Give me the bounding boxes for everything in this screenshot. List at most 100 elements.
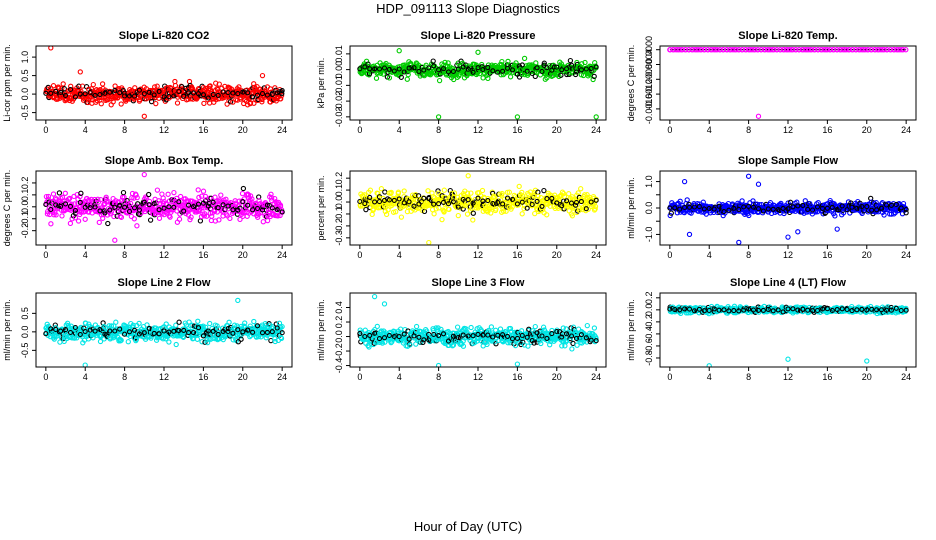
data-point	[136, 331, 142, 337]
x-tick-label: 16	[512, 125, 522, 135]
data-point	[468, 190, 474, 196]
data-point	[77, 91, 83, 97]
data-point	[376, 199, 383, 205]
data-point	[575, 190, 581, 196]
data-point	[82, 328, 88, 335]
data-point	[843, 47, 849, 53]
data-point	[105, 220, 111, 227]
data-point	[269, 323, 275, 330]
data-point	[237, 216, 243, 223]
data-point	[56, 190, 63, 196]
data-point	[112, 328, 118, 334]
x-tick-label: 8	[436, 250, 441, 260]
data-point	[111, 213, 117, 220]
data-point	[790, 204, 796, 210]
panel-ylabel: ml/min per min.	[626, 177, 636, 239]
data-point	[136, 207, 142, 213]
data-point	[398, 214, 405, 220]
data-point	[761, 47, 768, 53]
y-tick-label: -0.03	[334, 107, 344, 128]
panel-ylabel: degrees C per min.	[2, 170, 12, 247]
data-point	[875, 47, 881, 53]
data-point	[775, 206, 781, 213]
x-tick-label: 24	[901, 250, 911, 260]
data-point	[500, 339, 506, 345]
data-point	[460, 62, 467, 68]
x-tick-label: 0	[43, 372, 48, 382]
data-point	[98, 101, 104, 107]
data-point	[386, 66, 392, 73]
data-point	[859, 204, 865, 210]
data-point	[900, 200, 907, 207]
data-point	[176, 216, 183, 222]
data-point	[259, 207, 266, 213]
data-point	[278, 335, 285, 342]
data-point	[475, 331, 481, 337]
data-point	[839, 203, 845, 209]
data-point	[118, 101, 124, 107]
data-point	[413, 323, 420, 330]
y-tick-label: 0.00	[334, 61, 344, 79]
data-point	[406, 65, 412, 71]
outlier-point	[141, 171, 147, 178]
data-point	[376, 336, 383, 342]
data-point	[207, 320, 213, 327]
data-point	[903, 206, 909, 213]
data-point	[475, 195, 481, 201]
data-point	[250, 94, 256, 100]
data-point	[519, 62, 525, 68]
data-point	[269, 329, 275, 335]
data-point	[152, 84, 158, 90]
data-point	[82, 216, 88, 222]
data-point	[865, 47, 871, 53]
data-point	[770, 206, 776, 212]
data-point	[269, 195, 275, 201]
data-point	[121, 197, 128, 204]
data-point	[113, 319, 119, 325]
data-point	[205, 95, 211, 101]
data-point	[117, 90, 123, 96]
x-tick-label: 16	[822, 250, 832, 260]
data-point	[686, 47, 692, 53]
data-point	[711, 206, 717, 212]
data-point	[745, 47, 752, 53]
data-point	[245, 327, 251, 333]
data-point	[534, 330, 540, 336]
data-point	[396, 196, 402, 202]
data-point	[401, 200, 407, 206]
data-point	[176, 328, 182, 334]
outlier-point	[396, 48, 402, 54]
panel-title: Slope Line 4 (LT) Flow	[730, 277, 846, 289]
outlier-point	[681, 178, 688, 185]
data-point	[750, 198, 756, 204]
data-point	[667, 47, 673, 53]
data-point	[72, 324, 78, 331]
data-point	[509, 336, 516, 342]
data-point	[898, 205, 904, 211]
data-point	[367, 187, 374, 193]
data-point	[112, 204, 118, 210]
x-tick-label: 0	[667, 250, 672, 260]
data-point	[869, 207, 875, 213]
y-tick-label: -0.02	[334, 91, 344, 112]
data-point	[578, 186, 584, 192]
data-point	[396, 334, 402, 340]
data-point	[247, 193, 254, 199]
data-point	[731, 205, 737, 211]
data-point	[525, 343, 531, 349]
y-tick-label: -0.0016	[644, 94, 654, 125]
data-point	[264, 92, 270, 98]
data-point	[362, 201, 368, 207]
data-point	[53, 202, 59, 208]
data-point	[263, 335, 269, 341]
data-point	[582, 59, 588, 66]
data-point	[131, 93, 138, 99]
panel-title: Slope Gas Stream RH	[421, 155, 534, 167]
data-point	[682, 47, 689, 53]
data-point	[391, 197, 397, 203]
data-point	[506, 189, 512, 195]
data-point	[514, 335, 520, 341]
